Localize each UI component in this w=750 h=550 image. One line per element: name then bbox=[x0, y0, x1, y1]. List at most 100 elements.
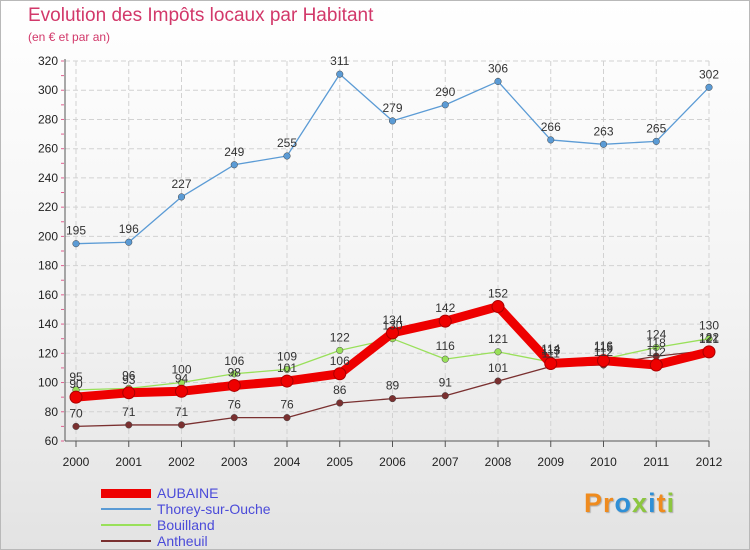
data-point bbox=[69, 390, 83, 404]
data-label: 98 bbox=[228, 365, 242, 379]
data-point bbox=[491, 300, 505, 314]
x-tick-label: 2006 bbox=[379, 455, 406, 469]
data-point bbox=[597, 354, 610, 368]
data-point bbox=[175, 384, 188, 398]
data-point bbox=[547, 136, 555, 144]
data-label: 124 bbox=[646, 327, 666, 341]
data-label: 152 bbox=[488, 287, 508, 301]
data-point bbox=[441, 355, 449, 363]
data-point bbox=[544, 357, 558, 371]
data-label: 112 bbox=[594, 345, 613, 359]
data-point bbox=[230, 370, 238, 378]
x-tick-label: 2005 bbox=[326, 455, 353, 469]
data-label: 112 bbox=[647, 345, 666, 359]
legend-swatch bbox=[101, 540, 151, 542]
data-label: 70 bbox=[69, 406, 83, 420]
y-tick-label: 60 bbox=[45, 434, 59, 448]
data-label: 101 bbox=[277, 361, 297, 375]
data-point bbox=[177, 421, 186, 429]
data-point bbox=[438, 314, 452, 328]
data-label: 266 bbox=[541, 120, 561, 134]
data-point bbox=[652, 343, 660, 352]
data-label: 111 bbox=[542, 346, 561, 360]
legend-label: Bouilland bbox=[157, 517, 215, 533]
data-label: 130 bbox=[382, 319, 402, 333]
data-point bbox=[122, 386, 136, 400]
data-point bbox=[388, 395, 397, 403]
data-label: 86 bbox=[333, 383, 347, 397]
data-point bbox=[72, 240, 80, 248]
data-point bbox=[333, 367, 347, 381]
data-label: 311 bbox=[330, 54, 349, 68]
data-label: 71 bbox=[122, 405, 136, 419]
data-label: 279 bbox=[382, 101, 402, 115]
data-label: 114 bbox=[541, 342, 560, 356]
data-point bbox=[280, 374, 294, 388]
x-tick-label: 2011 bbox=[643, 455, 669, 469]
logo-letter: x bbox=[632, 488, 649, 518]
legend-label: Thorey-sur-Ouche bbox=[157, 501, 271, 517]
y-tick-label: 80 bbox=[45, 405, 59, 419]
y-tick-label: 280 bbox=[38, 112, 58, 126]
data-point bbox=[283, 414, 291, 422]
data-point bbox=[494, 377, 502, 385]
legend-swatch bbox=[101, 488, 151, 498]
data-point bbox=[125, 421, 133, 429]
chart-subtitle: (en € et par an) bbox=[28, 30, 111, 44]
data-label: 115 bbox=[594, 341, 613, 355]
x-tick-label: 2012 bbox=[696, 455, 723, 469]
data-point bbox=[702, 345, 716, 359]
data-label: 122 bbox=[699, 330, 719, 344]
data-point bbox=[125, 238, 133, 246]
logo-letter: o bbox=[614, 488, 633, 518]
x-tick-label: 2007 bbox=[432, 455, 459, 469]
data-point bbox=[336, 346, 344, 354]
data-point bbox=[441, 101, 449, 109]
data-label: 130 bbox=[699, 319, 719, 333]
data-label: 265 bbox=[646, 121, 666, 135]
logo-letter: t bbox=[656, 488, 667, 518]
x-tick-label: 2001 bbox=[115, 455, 142, 469]
data-point bbox=[283, 152, 291, 160]
data-label: 134 bbox=[382, 313, 402, 327]
x-tick-label: 2004 bbox=[274, 455, 301, 469]
y-tick-label: 300 bbox=[38, 83, 58, 97]
data-label: 101 bbox=[488, 361, 508, 375]
data-label: 121 bbox=[488, 332, 508, 346]
data-label: 302 bbox=[699, 67, 719, 81]
logo-letter: i bbox=[666, 488, 676, 518]
data-label: 116 bbox=[436, 339, 455, 353]
data-point bbox=[177, 193, 186, 201]
data-label: 71 bbox=[175, 405, 189, 419]
data-point bbox=[336, 70, 344, 78]
data-label: 121 bbox=[699, 332, 719, 346]
y-tick-label: 200 bbox=[38, 229, 58, 243]
logo-letter: r bbox=[603, 488, 615, 518]
data-label: 118 bbox=[647, 336, 666, 350]
data-point bbox=[649, 358, 663, 372]
data-label: 306 bbox=[488, 61, 508, 75]
data-point bbox=[705, 335, 713, 343]
data-label: 255 bbox=[277, 136, 297, 150]
data-label: 109 bbox=[277, 349, 297, 363]
data-point bbox=[441, 392, 449, 400]
y-tick-label: 320 bbox=[38, 54, 58, 68]
x-tick-label: 2002 bbox=[168, 455, 195, 469]
data-point bbox=[494, 77, 502, 86]
data-label: 249 bbox=[224, 145, 244, 159]
legend-swatch bbox=[101, 508, 151, 510]
data-point bbox=[599, 140, 608, 148]
y-tick-label: 160 bbox=[38, 288, 58, 302]
data-label: 90 bbox=[69, 377, 83, 391]
logo-letter: P bbox=[584, 488, 604, 518]
proxiti-logo: Proxiti bbox=[584, 488, 675, 519]
data-label: 227 bbox=[171, 177, 191, 191]
data-point bbox=[227, 378, 241, 392]
data-point bbox=[652, 137, 660, 145]
data-point bbox=[283, 365, 291, 373]
data-point bbox=[336, 399, 344, 407]
data-point bbox=[386, 326, 399, 340]
x-tick-label: 2010 bbox=[590, 455, 617, 469]
legend-label: Antheuil bbox=[157, 533, 208, 549]
